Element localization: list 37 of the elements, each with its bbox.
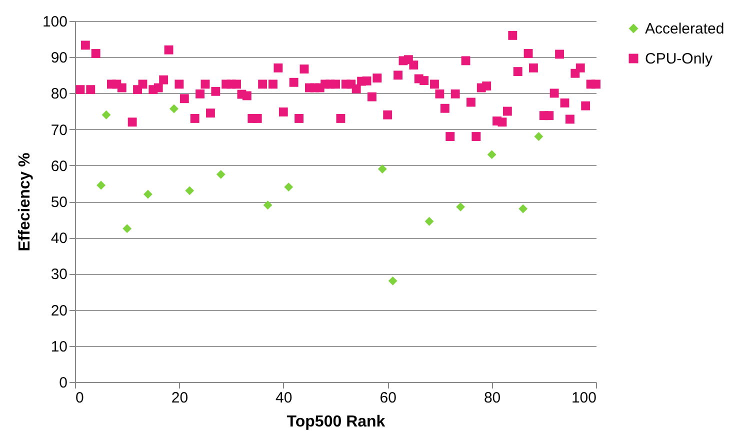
point (96, 180, 106, 190)
x-tick-label: 100 (571, 390, 596, 406)
point (518, 204, 528, 214)
x-tick-label: 80 (484, 390, 501, 406)
point (378, 164, 387, 174)
y-tick-label: 0 (59, 374, 68, 392)
point (122, 224, 132, 234)
x-tick-label: 20 (171, 390, 188, 406)
y-tick-label: 100 (42, 14, 68, 30)
y-tick-label: 50 (50, 194, 68, 211)
y-axis-title: Effeciency % (16, 152, 34, 252)
point (263, 200, 272, 210)
point (487, 150, 496, 160)
point (216, 170, 226, 179)
y-tick-label: 20 (50, 302, 68, 320)
point (424, 216, 434, 226)
point (456, 202, 466, 212)
y-tick-label: 40 (50, 230, 68, 248)
legend-label: CPU-Only (645, 50, 714, 68)
point (102, 110, 111, 120)
point (534, 132, 544, 141)
y-tick-label: 10 (50, 338, 68, 356)
x-tick-label: 0 (76, 390, 84, 406)
x-tick-label: 60 (380, 390, 396, 406)
x-tick-label: 40 (276, 390, 292, 406)
y-tick-label: 60 (50, 158, 68, 175)
point (284, 182, 294, 192)
y-tick-label: 80 (50, 86, 68, 103)
point (185, 186, 194, 196)
point (143, 190, 152, 199)
y-tick-label: 90 (50, 50, 68, 67)
point (388, 276, 398, 286)
y-tick-label: 30 (50, 266, 68, 284)
y-tick-label: 70 (50, 122, 68, 139)
point (170, 104, 178, 114)
legend-label: Accelerated (645, 20, 724, 38)
x-axis-title: Top500 Rank (286, 414, 386, 430)
